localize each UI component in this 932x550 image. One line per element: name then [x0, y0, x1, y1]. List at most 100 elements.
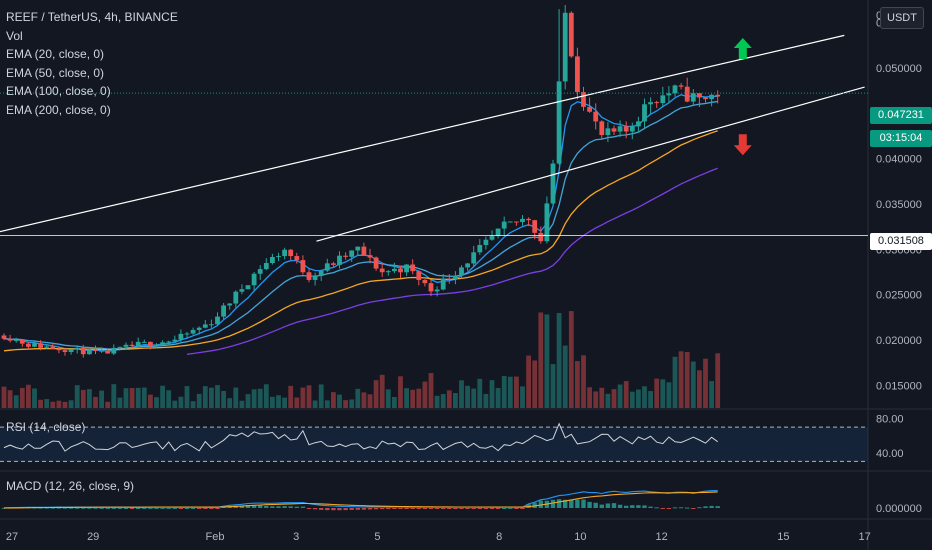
macd-hist-bar — [337, 508, 342, 511]
macd-hist-bar — [569, 499, 574, 508]
candle-body — [44, 346, 50, 348]
macd-hist-bar — [178, 508, 184, 509]
candle-body — [636, 121, 641, 127]
volume-bar — [111, 384, 117, 408]
macd-hist-bar — [203, 508, 208, 509]
volume-bar — [477, 378, 483, 408]
price-tick: 0.020000 — [876, 335, 922, 347]
candle-body — [648, 102, 653, 105]
volume-bar — [7, 390, 13, 408]
candle-body — [453, 275, 458, 280]
macd-hist-bar — [520, 508, 525, 509]
candle-body — [544, 203, 550, 242]
macd-hist-bar — [550, 499, 556, 508]
candle-body — [703, 97, 708, 100]
candle-body — [337, 255, 342, 265]
candle-body — [581, 92, 586, 107]
candle-body — [105, 350, 111, 354]
macd-hist-bar — [62, 507, 68, 509]
macd-hist-bar — [99, 507, 104, 509]
volume-bar — [440, 394, 446, 408]
candle-body — [74, 347, 80, 350]
macd-hist-bar — [136, 507, 141, 509]
candle-body — [428, 283, 434, 292]
candle-body — [221, 305, 226, 317]
volume-bar — [532, 360, 538, 408]
time-tick: 5 — [374, 531, 380, 543]
macd-hist-bar — [532, 502, 537, 508]
candle-body — [690, 93, 696, 102]
macd-hist-bar — [654, 507, 659, 509]
symbol-title[interactable]: REEF / TetherUS, 4h, BINANCE — [6, 10, 178, 24]
vol-label[interactable]: Vol — [6, 28, 23, 43]
volume-bar — [99, 390, 104, 408]
volume-bar — [123, 388, 129, 408]
volume-bar — [87, 389, 92, 408]
volume-bar — [129, 388, 135, 408]
macd-hist-bar — [453, 508, 458, 509]
rsi-tick: 80.00 — [876, 414, 904, 426]
macd-hist-bar — [648, 506, 653, 508]
macd-hist-bar — [343, 508, 348, 511]
volume-bar — [428, 373, 434, 408]
time-tick: 17 — [858, 531, 870, 543]
macd-hist-bar — [495, 508, 501, 509]
candle-body — [288, 249, 294, 257]
volume-bar — [172, 400, 178, 408]
volume-bar — [501, 375, 507, 408]
macd-hist-bar — [556, 499, 562, 508]
volume-bar — [404, 388, 409, 408]
candle-body — [367, 255, 373, 258]
candle-body — [19, 339, 25, 344]
volume-bar — [385, 389, 391, 408]
macd-tick: 0.000000 — [876, 503, 922, 515]
volume-bar — [416, 388, 422, 408]
volume-bar — [453, 393, 458, 408]
volume-bar — [74, 385, 80, 408]
macd-hist-bar — [434, 508, 440, 509]
volume-bar — [215, 385, 220, 408]
macd-hist-bar — [331, 508, 336, 511]
candle-body — [190, 329, 196, 334]
volume-bar — [282, 397, 287, 408]
volume-bar — [300, 387, 306, 408]
ema200-label[interactable]: EMA (200, close, 0) — [6, 102, 111, 117]
ema100-label[interactable]: EMA (100, close, 0) — [6, 84, 111, 98]
volume-bar — [117, 397, 123, 408]
volume-bar — [709, 381, 714, 408]
currency-button[interactable]: USDT — [880, 7, 924, 29]
volume-bar — [629, 391, 635, 408]
volume-bar — [135, 387, 141, 408]
candle-body — [392, 268, 397, 272]
macd-hist-bar — [172, 507, 177, 509]
candle-body — [154, 344, 159, 346]
trend-line — [0, 34, 845, 233]
candle-body — [202, 324, 208, 328]
drawing-tools[interactable] — [0, 34, 868, 243]
volume-bar — [605, 393, 611, 408]
macd-hist-bar — [392, 508, 397, 509]
macd-label[interactable]: MACD (12, 26, close, 9) — [6, 479, 135, 493]
macd-hist-bar — [270, 506, 275, 508]
ema50-label[interactable]: EMA (50, close, 0) — [6, 65, 105, 80]
candle-body — [68, 349, 74, 352]
volume-bar — [660, 379, 666, 408]
volume-bar — [581, 355, 586, 408]
macd-hist-bar — [636, 505, 641, 508]
macd-hist-bar — [148, 507, 153, 509]
candle-body — [251, 273, 257, 286]
rsi-label[interactable]: RSI (14, close) — [6, 420, 86, 434]
candle-body — [209, 324, 214, 326]
volume-bar — [678, 351, 684, 408]
price-tick: 0.025000 — [876, 290, 922, 302]
volume-bar — [636, 389, 641, 408]
axes: 00.0550000.0500000.0450000.0400000.03500… — [6, 10, 922, 543]
macd-hist-bar — [697, 507, 702, 509]
candle-body — [410, 264, 416, 272]
volume-bar — [1, 386, 7, 408]
candle-body — [99, 350, 104, 352]
volume-bars — [1, 311, 721, 408]
ema20-label[interactable]: EMA (20, close, 0) — [6, 47, 105, 61]
candle-body — [282, 249, 287, 257]
